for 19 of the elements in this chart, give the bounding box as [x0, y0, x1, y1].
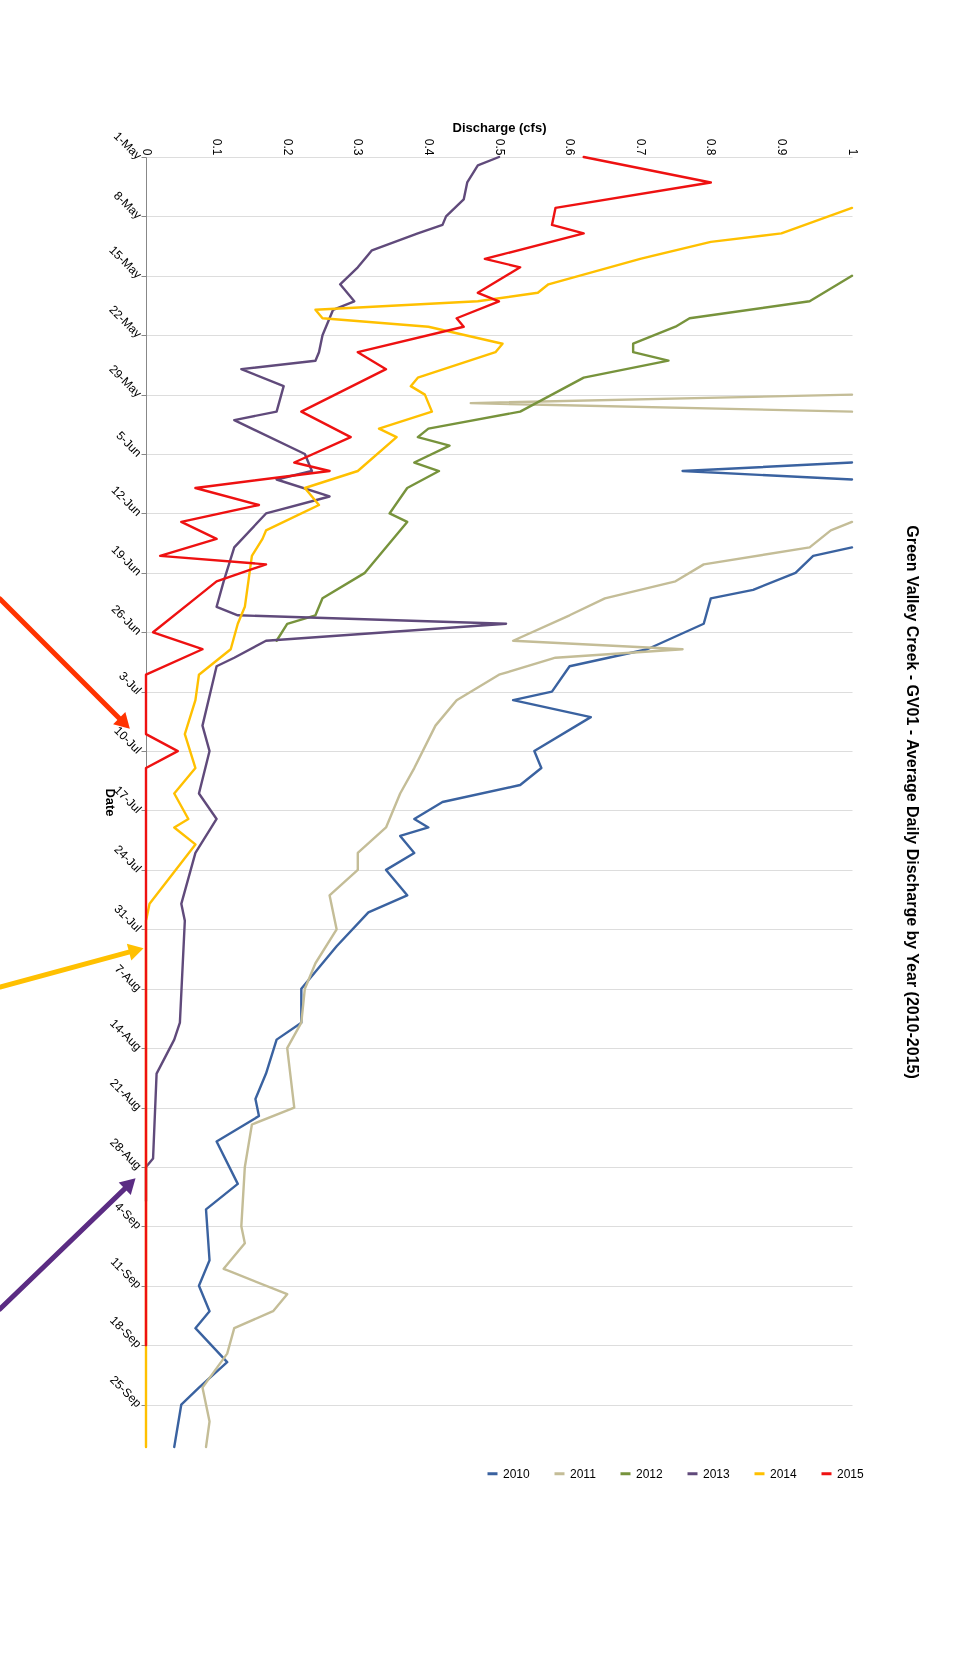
- legend-label: 2012: [636, 1466, 664, 1481]
- x-axis-title: Discharge (cfs): [452, 119, 547, 135]
- x-tick-label: 0.5: [492, 138, 507, 156]
- x-tick-label: 0: [139, 148, 154, 156]
- legend-label: 2014: [770, 1466, 798, 1481]
- x-tick-label: 0.7: [633, 138, 648, 156]
- x-tick-label: 0.4: [421, 138, 436, 156]
- x-tick-label: 0.9: [774, 138, 789, 156]
- x-tick-label: 0.2: [280, 138, 295, 156]
- x-tick-label: 0.1: [210, 138, 225, 156]
- legend-label: 2011: [570, 1466, 597, 1481]
- legend-label: 2013: [703, 1466, 731, 1481]
- legend-label: 2015: [837, 1466, 865, 1481]
- x-tick-label: 0.8: [704, 138, 719, 156]
- x-tick-label: 0.6: [563, 138, 578, 156]
- x-tick-label: 0.3: [351, 138, 366, 156]
- x-tick-label: 1: [845, 148, 860, 156]
- legend-label: 2010: [503, 1466, 531, 1481]
- text: Green Valley Creek - GV01 - Average Daily Discharge by Year (2010-2015): [904, 525, 921, 1079]
